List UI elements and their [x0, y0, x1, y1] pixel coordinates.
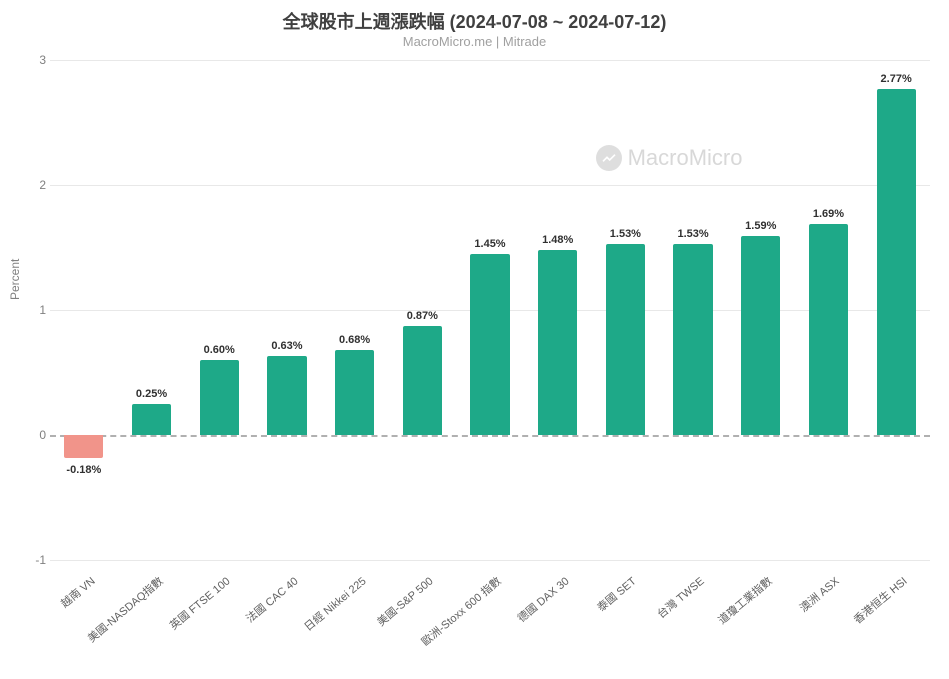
- x-category-label: 德國 DAX 30: [513, 573, 572, 626]
- chart-title: 全球股市上週漲跌幅 (2024-07-08 ~ 2024-07-12): [0, 8, 949, 34]
- bar: [606, 244, 645, 435]
- x-category-label: 美國-S&P 500: [374, 573, 437, 630]
- bar-value-label: 0.68%: [339, 334, 370, 346]
- bar-value-label: 0.63%: [271, 340, 302, 352]
- bar: [877, 89, 916, 435]
- x-axis-labels: 越南 VN美國-NASDAQ指數英國 FTSE 100法國 CAC 40日經 N…: [50, 565, 930, 675]
- bar: [470, 254, 509, 435]
- ytick-label: 3: [22, 53, 46, 67]
- bar: [64, 435, 103, 458]
- bar: [403, 326, 442, 435]
- x-category-label: 香港恒生 HSI: [850, 573, 910, 627]
- ytick-label: 2: [22, 178, 46, 192]
- y-axis-label: Percent: [8, 259, 22, 300]
- bar-value-label: 1.45%: [474, 238, 505, 250]
- bar-value-label: 1.53%: [677, 228, 708, 240]
- x-category-label: 道瓊工業指數: [714, 573, 775, 628]
- bar: [335, 350, 374, 435]
- bar-value-label: -0.18%: [66, 464, 101, 476]
- bar: [132, 404, 171, 435]
- x-category-label: 越南 VN: [57, 573, 98, 611]
- bar-value-label: 0.87%: [407, 310, 438, 322]
- x-category-label: 泰國 SET: [594, 573, 640, 615]
- bar-value-label: 1.53%: [610, 228, 641, 240]
- bar: [741, 236, 780, 435]
- bar-value-label: 1.48%: [542, 234, 573, 246]
- ytick-label: 0: [22, 428, 46, 442]
- bar: [200, 360, 239, 435]
- chart-container: 全球股市上週漲跌幅 (2024-07-08 ~ 2024-07-12) Macr…: [0, 0, 949, 679]
- grid-line: [50, 560, 930, 561]
- x-category-label: 台灣 TWSE: [654, 573, 708, 622]
- bar: [809, 224, 848, 435]
- x-category-label: 日經 Nikkei 225: [300, 573, 369, 634]
- chart-subtitle: MacroMicro.me | Mitrade: [0, 34, 949, 49]
- bar: [673, 244, 712, 435]
- bar-value-label: 0.60%: [204, 344, 235, 356]
- bar-value-label: 1.59%: [745, 220, 776, 232]
- bar-value-label: 2.77%: [881, 73, 912, 85]
- bar: [538, 250, 577, 435]
- plot-area: MacroMicro -10123-0.18%0.25%0.60%0.63%0.…: [50, 60, 930, 560]
- bar: [267, 356, 306, 435]
- bar-value-label: 0.25%: [136, 388, 167, 400]
- x-category-label: 法國 CAC 40: [242, 573, 301, 626]
- ytick-label: 1: [22, 303, 46, 317]
- x-category-label: 澳洲 ASX: [796, 573, 842, 616]
- bar-value-label: 1.69%: [813, 208, 844, 220]
- bars-layer: -0.18% 0.25% 0.60% 0.63% 0.68% 0.87% 1.45% 1.48…: [50, 60, 930, 560]
- ytick-label: -1: [22, 553, 46, 567]
- x-category-label: 英國 FTSE 100: [166, 573, 233, 633]
